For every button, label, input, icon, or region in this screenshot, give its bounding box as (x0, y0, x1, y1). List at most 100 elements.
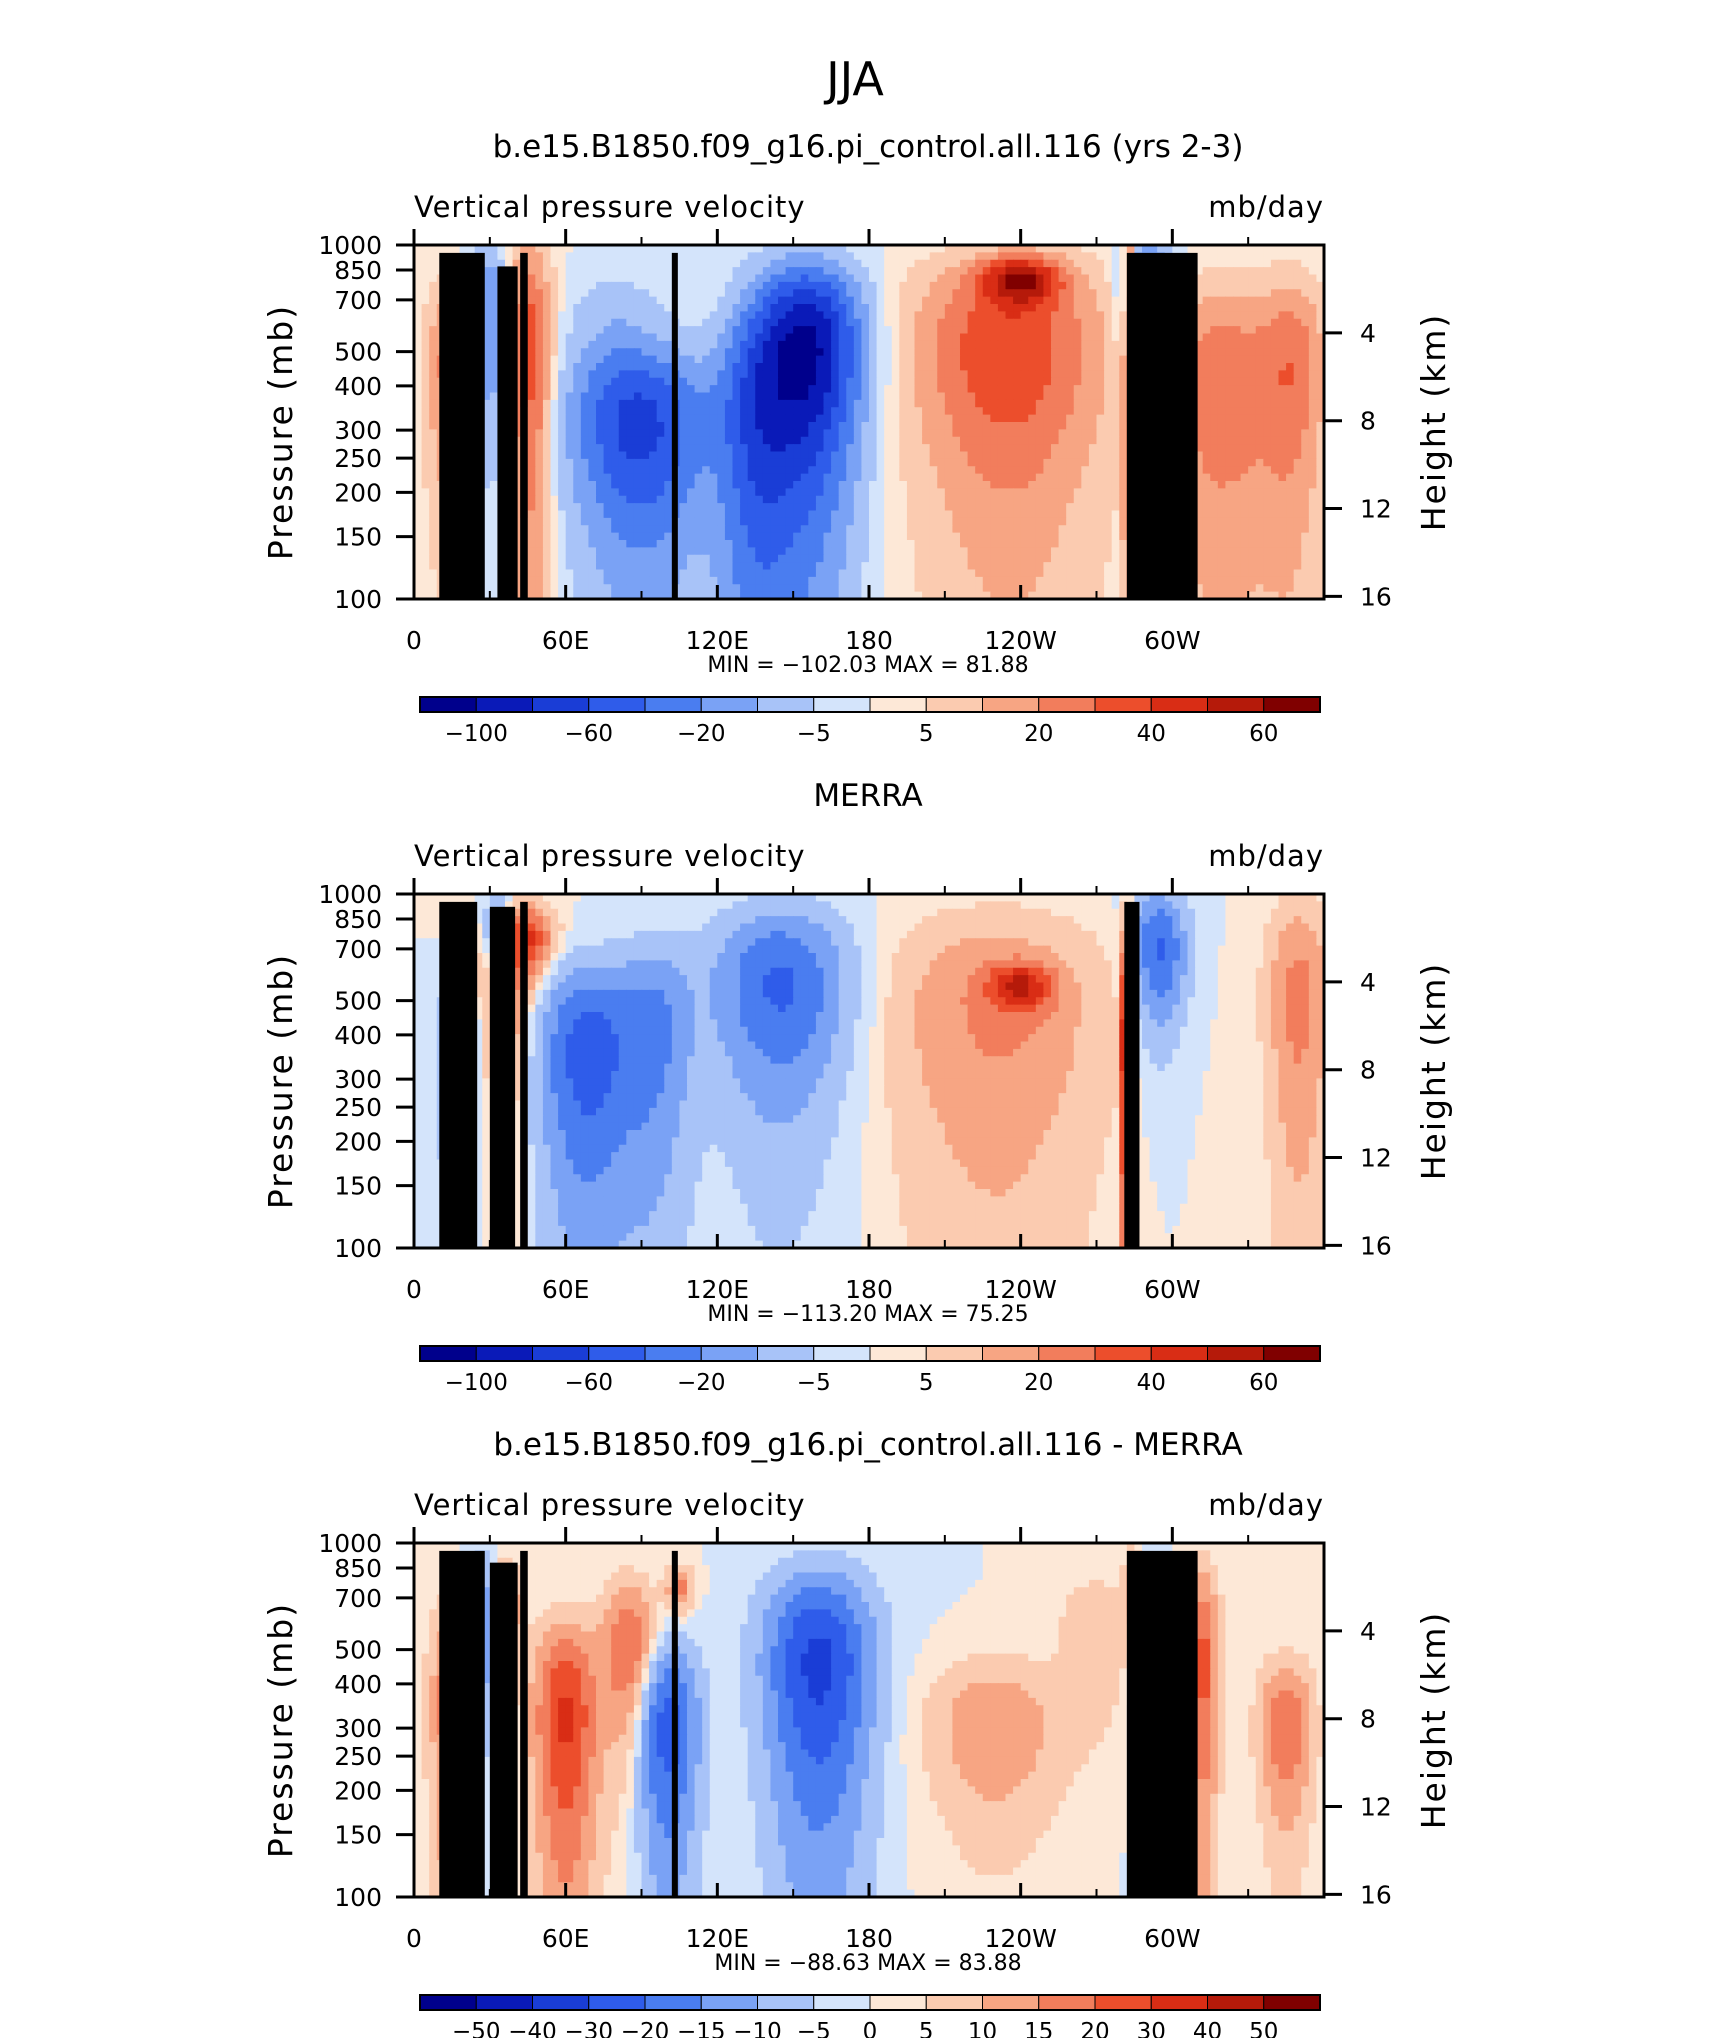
field-cell (1202, 274, 1211, 283)
field-cell (527, 281, 536, 290)
field-cell (929, 296, 938, 305)
field-cell (1119, 495, 1128, 504)
field-cell (770, 503, 779, 512)
field-cell (990, 289, 999, 298)
field-cell (1013, 429, 1022, 438)
field-cell (747, 281, 756, 290)
field-cell (944, 363, 954, 371)
field-cell (891, 540, 900, 548)
field-cell (1013, 363, 1022, 371)
field-cell (482, 532, 491, 541)
field-cell (596, 377, 605, 386)
field-cell (1255, 429, 1264, 438)
field-cell (633, 281, 643, 290)
field-cell (588, 326, 597, 335)
field-cell (1202, 407, 1211, 416)
field-cell (1255, 333, 1264, 342)
field-cell (762, 267, 772, 276)
field-cell (687, 436, 696, 445)
field-cell (891, 289, 900, 298)
field-cell (588, 385, 597, 394)
field-cell (997, 540, 1007, 548)
field-cell (1316, 363, 1325, 371)
field-cell (1058, 304, 1067, 312)
field-cell (444, 245, 453, 253)
field-cell (975, 304, 984, 312)
field-cell (876, 377, 885, 386)
field-cell (785, 473, 794, 482)
field-cell (1096, 296, 1105, 305)
field-cell (1217, 451, 1227, 460)
field-cell (1210, 422, 1219, 430)
field-cell (1088, 348, 1098, 357)
field-cell (542, 407, 552, 416)
field-cell (1301, 481, 1310, 489)
field-cell (414, 267, 423, 276)
field-cell (1051, 399, 1060, 408)
field-cell (1043, 326, 1052, 335)
field-cell (755, 259, 764, 268)
field-cell (1088, 326, 1098, 335)
field-cell (1210, 436, 1219, 445)
field-cell (838, 267, 847, 276)
field-cell (558, 525, 567, 534)
field-cell (952, 547, 961, 556)
field-cell (1035, 281, 1045, 290)
field-cell (997, 510, 1007, 519)
field-cell (542, 466, 552, 475)
field-cell (778, 333, 787, 342)
field-cell (596, 281, 605, 290)
field-cell (755, 503, 764, 512)
field-cell (997, 267, 1007, 276)
field-cell (846, 355, 855, 364)
field-cell (831, 311, 840, 320)
field-cell (641, 363, 650, 371)
field-cell (929, 436, 938, 445)
field-cell (823, 267, 832, 276)
field-cell (558, 436, 567, 445)
field-cell (899, 399, 908, 408)
field-cell (846, 414, 855, 423)
field-cell (1225, 481, 1234, 489)
field-cell (1270, 525, 1280, 534)
field-cell (1233, 495, 1242, 504)
field-cell (1316, 466, 1325, 475)
field-cell (747, 525, 756, 534)
field-cell (535, 245, 544, 253)
field-cell (1066, 326, 1075, 335)
field-cell (550, 407, 559, 416)
field-cell (1035, 399, 1045, 408)
field-cell (1210, 259, 1219, 268)
field-cell (611, 525, 620, 534)
field-cell (899, 407, 908, 416)
field-cell (770, 532, 779, 541)
field-cell (929, 348, 938, 357)
field-cell (603, 252, 612, 261)
field-cell (1119, 259, 1128, 268)
field-cell (899, 377, 908, 386)
field-cell (846, 289, 855, 298)
field-cell (846, 281, 855, 290)
field-cell (542, 436, 552, 445)
field-cell (1020, 540, 1029, 548)
field-cell (679, 547, 688, 556)
field-cell (656, 392, 665, 401)
field-cell (1195, 348, 1204, 357)
field-cell (664, 458, 673, 467)
field-cell (869, 399, 878, 408)
field-cell (1020, 259, 1029, 268)
field-cell (421, 355, 430, 364)
field-cell (1286, 399, 1295, 408)
field-cell (717, 296, 726, 305)
field-cell (823, 252, 832, 261)
field-cell (1270, 458, 1280, 467)
field-cell (1301, 304, 1310, 312)
field-cell (1248, 481, 1257, 489)
field-cell (1286, 245, 1295, 253)
field-cell (649, 429, 658, 438)
field-cell (1104, 385, 1113, 394)
field-cell (1096, 422, 1105, 430)
field-cell (603, 510, 612, 519)
field-cell (997, 252, 1007, 261)
field-cell (1096, 370, 1105, 379)
